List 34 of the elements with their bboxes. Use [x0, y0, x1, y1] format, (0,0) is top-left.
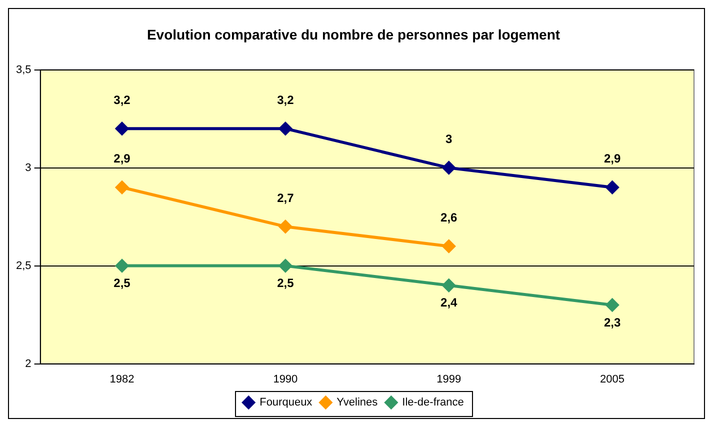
data-label: 3,2 — [277, 92, 294, 107]
point — [442, 240, 456, 253]
point — [442, 278, 456, 292]
y-tick-label: 3,5 — [16, 64, 32, 76]
data-label: 2,5 — [114, 276, 131, 290]
legend-label: Yvelines — [336, 396, 378, 409]
point — [116, 122, 129, 136]
x-tick-label: 1990 — [273, 373, 298, 386]
data-label: 3 — [446, 132, 453, 146]
data-label: 2,7 — [277, 190, 294, 205]
x-tick-label: 1999 — [436, 373, 462, 386]
y-tick-label: 2 — [25, 358, 32, 370]
point — [278, 259, 292, 272]
data-label: 2,9 — [114, 152, 131, 166]
legend-label: Ile-de-france — [402, 396, 464, 409]
chart-title: Evolution comparative du nombre de personnes par logement — [146, 26, 560, 42]
x-tick-label: 2005 — [600, 373, 625, 386]
point — [116, 259, 129, 272]
point — [606, 180, 619, 194]
data-label: 2,6 — [440, 210, 458, 225]
y-tick-label: 3 — [25, 162, 32, 174]
data-label: 2,3 — [604, 315, 621, 330]
data-label: 3,2 — [114, 92, 131, 107]
data-label: 2,4 — [440, 296, 458, 310]
data-label: 2,5 — [277, 276, 294, 290]
point — [278, 122, 292, 136]
data-label: 2,9 — [604, 152, 621, 166]
point — [116, 180, 129, 194]
point — [606, 298, 619, 312]
point — [278, 220, 292, 234]
x-tick-label: 1982 — [110, 373, 134, 386]
legend-label: Fourqueux — [260, 396, 313, 409]
point — [442, 161, 456, 174]
y-tick-label: 2,5 — [16, 260, 32, 272]
